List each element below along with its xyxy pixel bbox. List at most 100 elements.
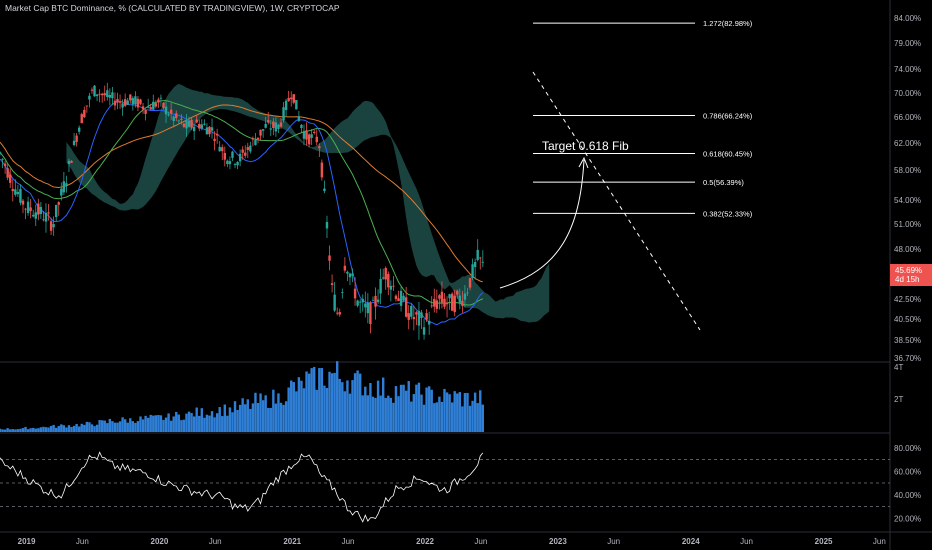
candle[interactable] xyxy=(144,109,147,121)
candle[interactable] xyxy=(146,98,150,109)
volume-bar[interactable] xyxy=(177,414,181,432)
volume-bar[interactable] xyxy=(300,380,303,432)
candle[interactable] xyxy=(284,98,288,117)
volume-bar[interactable] xyxy=(453,391,456,432)
volume-bar[interactable] xyxy=(83,424,86,432)
candle[interactable] xyxy=(392,276,395,291)
price-panel[interactable]: 1.272(82.98%) 0.786(66.24%) 0.618(60.45%) 0… xyxy=(0,19,753,340)
volume-bar[interactable] xyxy=(473,392,477,432)
volume-bar[interactable] xyxy=(154,415,158,432)
volume-bar[interactable] xyxy=(47,427,50,432)
candle[interactable] xyxy=(435,289,439,313)
volume-bar[interactable] xyxy=(430,389,433,432)
candle[interactable] xyxy=(238,149,242,167)
candle[interactable] xyxy=(249,141,252,154)
candle[interactable] xyxy=(236,161,239,170)
candle[interactable] xyxy=(185,113,188,137)
candle[interactable] xyxy=(430,296,433,309)
candle[interactable] xyxy=(366,293,370,324)
volume-bar[interactable] xyxy=(371,396,375,432)
volume-bar[interactable] xyxy=(11,429,14,432)
candle[interactable] xyxy=(67,158,71,173)
volume-bar[interactable] xyxy=(9,429,12,432)
volume-bar[interactable] xyxy=(195,407,198,432)
candle[interactable] xyxy=(62,171,66,196)
volume-bar[interactable] xyxy=(323,385,326,432)
candle[interactable] xyxy=(75,133,78,147)
volume-bar[interactable] xyxy=(19,428,22,432)
candle[interactable] xyxy=(256,137,260,144)
volume-bar[interactable] xyxy=(259,393,262,432)
volume-bar[interactable] xyxy=(14,429,17,432)
candle[interactable] xyxy=(0,151,2,156)
candle[interactable] xyxy=(136,95,140,111)
candle[interactable] xyxy=(374,287,377,320)
candle[interactable] xyxy=(297,111,301,122)
volume-bar[interactable] xyxy=(60,424,63,432)
volume-bar[interactable] xyxy=(374,397,377,432)
volume-bar[interactable] xyxy=(282,404,285,432)
volume-bar[interactable] xyxy=(231,412,234,432)
candle[interactable] xyxy=(335,307,339,316)
volume-bar[interactable] xyxy=(445,392,449,432)
volume-bar[interactable] xyxy=(103,420,106,432)
volume-bar[interactable] xyxy=(394,386,398,432)
candle[interactable] xyxy=(443,292,446,310)
volume-bar[interactable] xyxy=(279,402,283,432)
candle[interactable] xyxy=(473,258,477,280)
candle[interactable] xyxy=(218,141,221,152)
volume-bar[interactable] xyxy=(476,403,479,432)
candle[interactable] xyxy=(98,89,101,103)
volume-bar[interactable] xyxy=(93,426,96,432)
volume-bar[interactable] xyxy=(116,422,119,432)
candle[interactable] xyxy=(364,291,367,318)
candle[interactable] xyxy=(157,97,160,108)
volume-bar[interactable] xyxy=(343,391,347,432)
candle[interactable] xyxy=(159,94,163,107)
candle[interactable] xyxy=(302,124,306,146)
candle[interactable] xyxy=(129,94,132,104)
volume-bar[interactable] xyxy=(417,382,421,432)
candle[interactable] xyxy=(100,92,104,103)
volume-bar[interactable] xyxy=(328,371,331,432)
volume-panel[interactable] xyxy=(0,361,485,432)
volume-bar[interactable] xyxy=(157,415,160,432)
candle[interactable] xyxy=(134,91,137,108)
volume-bar[interactable] xyxy=(251,403,255,432)
volume-bar[interactable] xyxy=(29,428,32,432)
candle[interactable] xyxy=(121,99,124,116)
candle[interactable] xyxy=(448,293,451,310)
volume-bar[interactable] xyxy=(438,396,441,432)
volume-bar[interactable] xyxy=(39,427,43,432)
volume-bar[interactable] xyxy=(203,417,206,432)
volume-bar[interactable] xyxy=(325,388,329,432)
volume-bar[interactable] xyxy=(136,421,140,432)
candle[interactable] xyxy=(123,93,127,108)
volume-bar[interactable] xyxy=(302,388,306,432)
candle[interactable] xyxy=(149,103,152,110)
candle[interactable] xyxy=(323,180,326,194)
candle[interactable] xyxy=(267,112,270,125)
volume-bar[interactable] xyxy=(182,419,186,432)
candle[interactable] xyxy=(3,160,7,174)
volume-bar[interactable] xyxy=(256,403,260,432)
candle[interactable] xyxy=(292,94,295,105)
candle[interactable] xyxy=(172,115,175,128)
volume-bar[interactable] xyxy=(448,394,451,432)
candle[interactable] xyxy=(39,201,43,219)
volume-bar[interactable] xyxy=(404,390,408,432)
candle[interactable] xyxy=(461,290,464,313)
volume-bar[interactable] xyxy=(384,397,387,432)
candle[interactable] xyxy=(175,110,178,122)
volume-bar[interactable] xyxy=(399,384,403,432)
candle[interactable] xyxy=(290,91,293,107)
candle[interactable] xyxy=(415,310,418,326)
candle[interactable] xyxy=(274,117,278,137)
candle[interactable] xyxy=(410,303,413,320)
candle[interactable] xyxy=(182,122,186,129)
candle[interactable] xyxy=(422,318,426,340)
volume-bar[interactable] xyxy=(223,404,226,432)
volume-bar[interactable] xyxy=(187,411,191,432)
candle[interactable] xyxy=(427,311,431,335)
volume-bar[interactable] xyxy=(213,417,216,432)
